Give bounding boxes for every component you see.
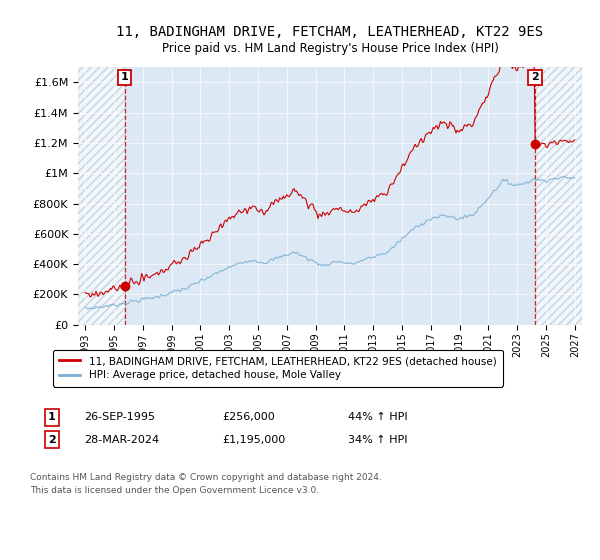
Text: 2: 2: [48, 435, 56, 445]
Text: 44% ↑ HPI: 44% ↑ HPI: [348, 412, 407, 422]
Text: £1,195,000: £1,195,000: [222, 435, 285, 445]
Bar: [78, 67, 125, 325]
Text: 34% ↑ HPI: 34% ↑ HPI: [348, 435, 407, 445]
Text: 1: 1: [48, 412, 56, 422]
Text: 11, BADINGHAM DRIVE, FETCHAM, LEATHERHEAD, KT22 9ES: 11, BADINGHAM DRIVE, FETCHAM, LEATHERHEA…: [116, 25, 544, 39]
Bar: [535, 67, 582, 325]
Point: [530, 139, 540, 148]
Point: [120, 282, 130, 291]
Text: 28-MAR-2024: 28-MAR-2024: [84, 435, 159, 445]
Legend: 11, BADINGHAM DRIVE, FETCHAM, LEATHERHEAD, KT22 9ES (detached house), HPI: Avera: 11, BADINGHAM DRIVE, FETCHAM, LEATHERHEA…: [53, 350, 503, 386]
Text: 2: 2: [531, 72, 539, 82]
Text: Contains HM Land Registry data © Crown copyright and database right 2024.
This d: Contains HM Land Registry data © Crown c…: [30, 473, 382, 494]
Text: 26-SEP-1995: 26-SEP-1995: [84, 412, 155, 422]
Text: Price paid vs. HM Land Registry's House Price Index (HPI): Price paid vs. HM Land Registry's House …: [161, 42, 499, 55]
Text: £256,000: £256,000: [222, 412, 275, 422]
Text: 1: 1: [121, 72, 128, 82]
